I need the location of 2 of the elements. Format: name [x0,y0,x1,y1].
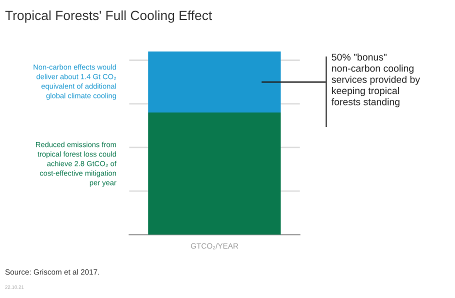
chart-title: Tropical Forests' Full Cooling Effect [5,10,212,23]
text: 50% "bonus" non-carbon cooling services provided by keeping tropical forests standing [332,53,420,108]
